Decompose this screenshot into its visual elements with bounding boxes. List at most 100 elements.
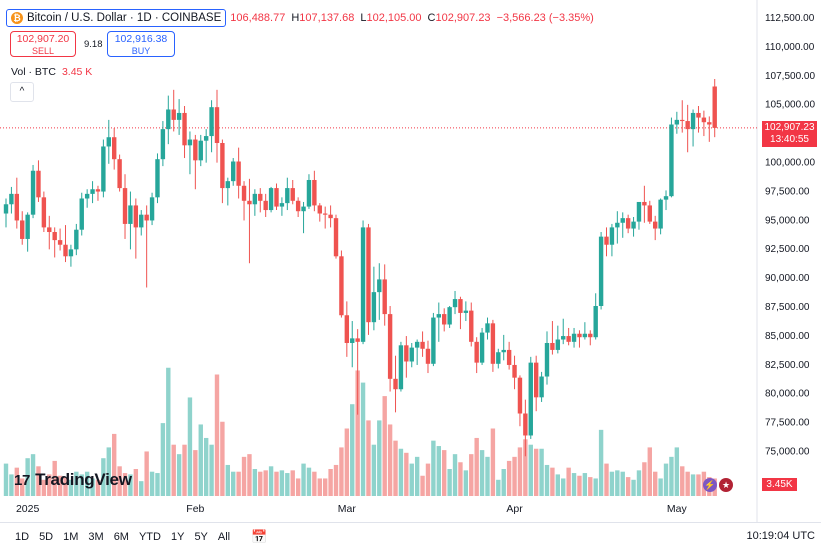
volume-bar (523, 439, 528, 496)
range-3m-button[interactable]: 3M (88, 531, 104, 543)
volume-bar (598, 429, 604, 496)
sell-button[interactable]: 102,907.20 SELL (10, 31, 76, 57)
candle-body (20, 220, 25, 239)
candle-body (57, 240, 63, 245)
volume-bar (193, 450, 198, 496)
candle-body (425, 348, 431, 364)
volume-bar (187, 397, 193, 496)
volume-axis-label: 3.45K (762, 478, 797, 491)
candle-body (371, 292, 377, 323)
candle-body (571, 333, 577, 342)
ohlc-change: −3,566.23 (−3.35%) (496, 12, 594, 24)
candle-body (653, 221, 658, 229)
price-tick-label: 87,500.00 (765, 302, 810, 313)
volume-bar (615, 470, 620, 496)
volume-value: 3.45 K (61, 66, 93, 78)
volume-bar (458, 462, 463, 496)
volume-bar (382, 396, 387, 496)
candle-body (496, 352, 501, 364)
utc-clock[interactable]: 10:19:04 UTC (746, 530, 815, 542)
candle-body (166, 109, 171, 130)
volume-bar (409, 463, 414, 496)
volume-bar (479, 450, 485, 496)
candle-body (647, 205, 652, 222)
volume-bar (90, 478, 95, 496)
chevron-up-icon: ^ (19, 86, 25, 97)
candle-body (593, 306, 598, 338)
us-flag-icon[interactable]: ★ (719, 478, 733, 492)
volume-bar (160, 423, 166, 496)
bar-countdown: 13:40:55 (770, 134, 809, 145)
price-tick-label: 77,500.00 (765, 418, 810, 429)
volume-bar (182, 444, 187, 496)
candle-body (3, 204, 9, 214)
volume-bar (63, 477, 68, 496)
volume-bar (236, 471, 241, 496)
range-ytd-button[interactable]: YTD (138, 531, 161, 543)
volume-bar (328, 469, 333, 496)
range-6m-button[interactable]: 6M (113, 531, 129, 543)
candle-body (398, 345, 404, 390)
price-tick-label: 107,500.00 (765, 71, 815, 82)
range-5y-button[interactable]: 5Y (194, 531, 208, 543)
last-price-value: 102,907.23 (764, 122, 815, 133)
candle-body (631, 221, 636, 229)
candle-body (690, 112, 696, 130)
candle-body (674, 119, 680, 125)
candle-body (220, 143, 225, 189)
volume-bar (631, 479, 636, 496)
volume-bar (447, 469, 452, 496)
volume-bar (155, 473, 160, 496)
flash-icon[interactable]: ⚡ (703, 478, 717, 492)
candle-body (312, 179, 317, 206)
candle-body (355, 338, 360, 342)
range-5d-button[interactable]: 5D (39, 531, 54, 543)
volume-bar (203, 437, 209, 496)
candle-body (333, 218, 339, 257)
range-1m-button[interactable]: 1M (63, 531, 79, 543)
calendar-icon[interactable]: 📅 (251, 529, 268, 544)
candle-body (712, 86, 717, 128)
candle-body (636, 201, 642, 222)
volume-bar (490, 428, 496, 496)
candle-body (63, 244, 68, 257)
price-tick-label: 97,500.00 (765, 186, 810, 197)
candle-body (609, 227, 615, 245)
candle-body (203, 136, 209, 141)
bitcoin-icon: ₿ (11, 12, 23, 24)
candle-body (241, 185, 247, 201)
buy-button[interactable]: 102,916.38 BUY (107, 31, 175, 57)
range-all-button[interactable]: All (217, 531, 231, 543)
tradingview-logo[interactable]: 17 TradingView (14, 470, 132, 490)
candle-body (642, 201, 647, 206)
candle-body (198, 140, 203, 161)
symbol-selector[interactable]: ₿ Bitcoin / U.S. Dollar · 1D · COINBASE (6, 9, 227, 27)
candle-body (550, 342, 555, 350)
volume-bar (285, 473, 290, 496)
candle-body (474, 341, 479, 363)
candle-body (620, 218, 625, 223)
candle-body (685, 121, 690, 130)
volume-bar (268, 466, 274, 496)
volume-bar (322, 478, 328, 496)
candle-body (409, 347, 414, 362)
price-tick-label: 90,000.00 (765, 273, 810, 284)
range-1y-button[interactable]: 1Y (170, 531, 185, 543)
volume-bar (414, 456, 420, 496)
volume-bar (30, 454, 36, 496)
collapse-legend-button[interactable]: ^ (10, 82, 34, 102)
volume-bar (566, 467, 571, 496)
candle-body (382, 279, 387, 315)
candle-body (577, 333, 582, 338)
volume-bar (176, 454, 182, 496)
volume-bar (290, 470, 295, 496)
range-1d-button[interactable]: 1D (15, 531, 30, 543)
candle-body (258, 193, 263, 201)
volume-bar (663, 463, 669, 496)
candle-body (306, 179, 312, 207)
candle-body (490, 323, 496, 364)
volume-bar (258, 471, 263, 496)
candle-body (512, 364, 517, 378)
candle-body (225, 181, 231, 189)
